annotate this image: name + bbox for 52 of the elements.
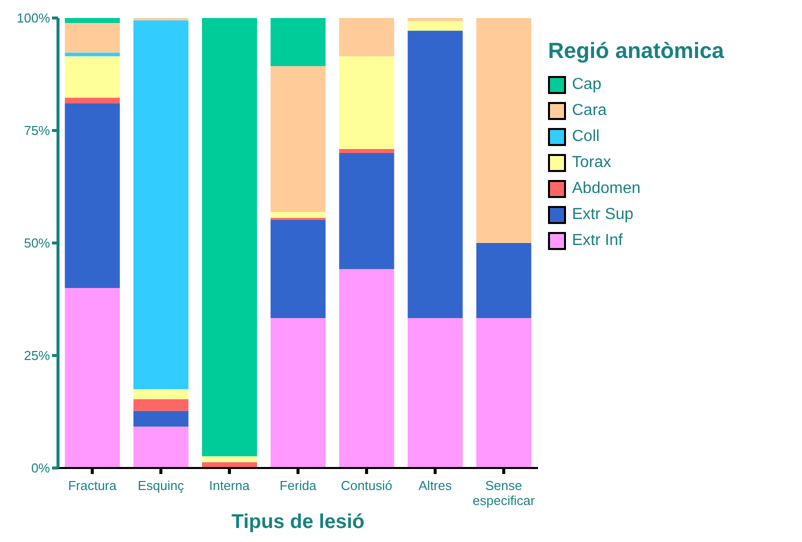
y-tick-label: 100% [16,10,50,26]
x-axis-title: Tipus de lesió [232,511,364,533]
x-tick-label: Esquinç [138,478,184,493]
y-tick-label: 0% [31,460,50,476]
y-tick-label: 50% [24,236,50,251]
bar [270,318,326,468]
bar [64,18,120,23]
y-tick-label: 25% [24,348,50,364]
bar [408,18,463,22]
bar [64,52,120,56]
legend-label: Extr Sup [571,205,634,225]
bar [270,220,326,318]
bar [64,288,120,468]
bar [202,18,257,456]
bar [133,426,188,468]
legend-label: Cara [571,101,608,121]
x-tick-label: Interna [209,478,250,493]
legend-label: Abdomen [571,179,642,199]
legend-label: Extr Inf [571,231,624,251]
x-tick-label: Contusió [340,478,392,493]
bar [202,456,257,462]
x-tick-label: Ferida [280,478,318,493]
bar [270,212,326,218]
bar [64,104,120,288]
bar [133,399,188,411]
legend-title: Regió anatòmica [548,38,724,64]
x-tick-label: Fractura [68,478,118,493]
bar [476,243,532,318]
legend-label: Cap [571,75,602,95]
bar [133,389,188,400]
bar [339,18,394,56]
bar [133,20,188,390]
legend-label: Torax [571,153,612,173]
bar [408,21,463,31]
bar [64,98,120,104]
bar [339,148,394,153]
bar [64,22,120,53]
legend-label: Coll [571,127,601,147]
bar [408,318,463,468]
bar [339,153,394,270]
bar [270,66,326,212]
x-tick-label: Altres [418,478,452,493]
y-tick-label: 75% [24,123,50,138]
bar [64,56,120,98]
bar [339,56,394,149]
bar [408,30,463,318]
bar [476,318,532,468]
bar [476,18,532,243]
bar [270,18,326,66]
bar [339,269,394,468]
x-tick-label: Sense especificar [472,478,536,508]
bar [133,410,188,427]
